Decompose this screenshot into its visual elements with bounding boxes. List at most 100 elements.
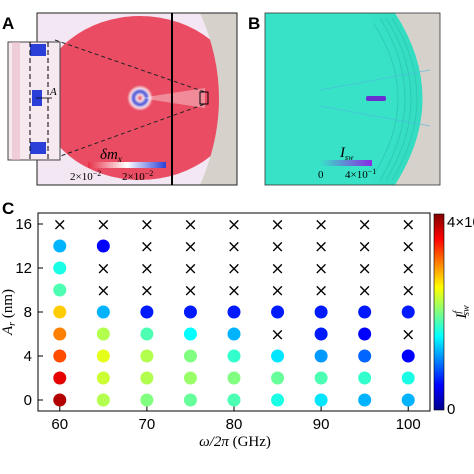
data-point xyxy=(401,349,415,363)
cross-marker: × xyxy=(96,259,110,279)
data-point xyxy=(227,349,241,363)
cross-marker: × xyxy=(401,281,415,301)
cross-marker: × xyxy=(270,215,284,235)
data-point xyxy=(183,349,197,363)
data-point xyxy=(140,327,154,341)
panel-b-colorbar-title: Isw xyxy=(339,145,354,162)
data-point xyxy=(227,393,241,407)
cross-marker: × xyxy=(140,215,154,235)
data-point xyxy=(53,393,67,407)
cross-marker: × xyxy=(270,325,284,345)
panel-b-colorbar-max: 4×10−1 xyxy=(345,167,376,181)
panel-a-colorbar-min: 2×10−2 xyxy=(70,169,101,183)
data-point xyxy=(53,305,67,319)
plot-marks: × ×× × × × × × × ×× × × × × × × ×× × × × × × ×× × × × × × × × × xyxy=(53,215,415,407)
data-point xyxy=(401,393,415,407)
cross-marker: × xyxy=(358,259,372,279)
data-point xyxy=(53,349,67,363)
y-tick-label: 0 xyxy=(24,392,32,409)
y-tick-label: 8 xyxy=(24,304,32,321)
panel-a-inset xyxy=(7,41,61,161)
cross-marker: × xyxy=(53,215,67,235)
panel-a-field xyxy=(37,13,237,185)
data-point xyxy=(96,393,110,407)
colorbar-c-title: Ifsw xyxy=(452,305,472,320)
data-point xyxy=(401,305,415,319)
y-tick-label: 12 xyxy=(15,260,32,277)
x-tick-label: 100 xyxy=(396,416,421,433)
cross-marker: × xyxy=(140,237,154,257)
data-point xyxy=(358,305,372,319)
data-point xyxy=(271,305,285,319)
colorbar-c-min-label: 0 xyxy=(447,401,455,418)
cross-marker: × xyxy=(314,237,328,257)
data-point xyxy=(140,349,154,363)
data-point xyxy=(53,261,67,275)
cross-marker: × xyxy=(183,215,197,235)
data-point xyxy=(314,371,328,385)
panel-label-a: A xyxy=(2,14,14,33)
data-point xyxy=(227,327,241,341)
data-point xyxy=(314,349,328,363)
data-point xyxy=(183,393,197,407)
data-point xyxy=(96,327,110,341)
data-point xyxy=(271,393,285,407)
cross-marker: × xyxy=(314,259,328,279)
cross-marker: × xyxy=(270,237,284,257)
data-point xyxy=(358,393,372,407)
colorbar-c-max-label: 4×10 xyxy=(447,214,474,231)
data-point xyxy=(314,327,328,341)
y-tick-label: 4 xyxy=(24,348,32,365)
cross-marker: × xyxy=(140,281,154,301)
data-point xyxy=(358,371,372,385)
x-tick-label: 70 xyxy=(139,416,156,433)
panel-a-colorbar-title: δmx xyxy=(100,147,122,164)
data-point xyxy=(183,371,197,385)
data-point xyxy=(314,305,328,319)
cross-marker: × xyxy=(183,259,197,279)
x-axis: 60 70 80 90 100 xyxy=(51,406,421,433)
y-axis-label: Ar (nm) xyxy=(0,289,18,336)
panel-a-colorbar: δmx 2×10−2 2×10−2 xyxy=(70,147,166,183)
data-point xyxy=(140,305,154,319)
data-point xyxy=(227,305,241,319)
cross-marker: × xyxy=(96,215,110,235)
x-tick-label: 60 xyxy=(51,416,68,433)
panel-label-b: B xyxy=(248,14,260,33)
data-point xyxy=(314,393,328,407)
data-point xyxy=(96,371,110,385)
panel-b-field xyxy=(265,13,440,185)
cross-marker: × xyxy=(227,281,241,301)
panel-b-colorbar: Isw 0 4×10−1 xyxy=(318,145,376,181)
cross-marker: × xyxy=(358,237,372,257)
cross-marker: × xyxy=(96,281,110,301)
zoom-line-top xyxy=(54,39,206,93)
cross-marker: × xyxy=(227,259,241,279)
cross-marker: × xyxy=(314,215,328,235)
data-point xyxy=(96,239,110,253)
cross-marker: × xyxy=(227,237,241,257)
data-point xyxy=(183,327,197,341)
x-tick-label: 80 xyxy=(226,416,243,433)
data-point xyxy=(271,349,285,363)
cross-marker: × xyxy=(270,281,284,301)
data-point xyxy=(53,283,67,297)
panel-label-c: C xyxy=(2,199,14,218)
panel-b-frame xyxy=(264,12,441,186)
data-point xyxy=(358,349,372,363)
data-point xyxy=(183,305,197,319)
data-point xyxy=(140,371,154,385)
cross-marker: × xyxy=(270,259,284,279)
inset-label-a: A xyxy=(49,86,57,98)
cross-marker: × xyxy=(401,325,415,345)
cross-marker: × xyxy=(401,215,415,235)
panel-b-colorbar-min: 0 xyxy=(318,169,324,181)
cross-marker: × xyxy=(358,215,372,235)
data-point xyxy=(53,371,67,385)
cross-marker: × xyxy=(227,215,241,235)
y-tick-label: 16 xyxy=(15,216,32,233)
data-point xyxy=(140,393,154,407)
cross-marker: × xyxy=(401,259,415,279)
cross-marker: × xyxy=(183,237,197,257)
